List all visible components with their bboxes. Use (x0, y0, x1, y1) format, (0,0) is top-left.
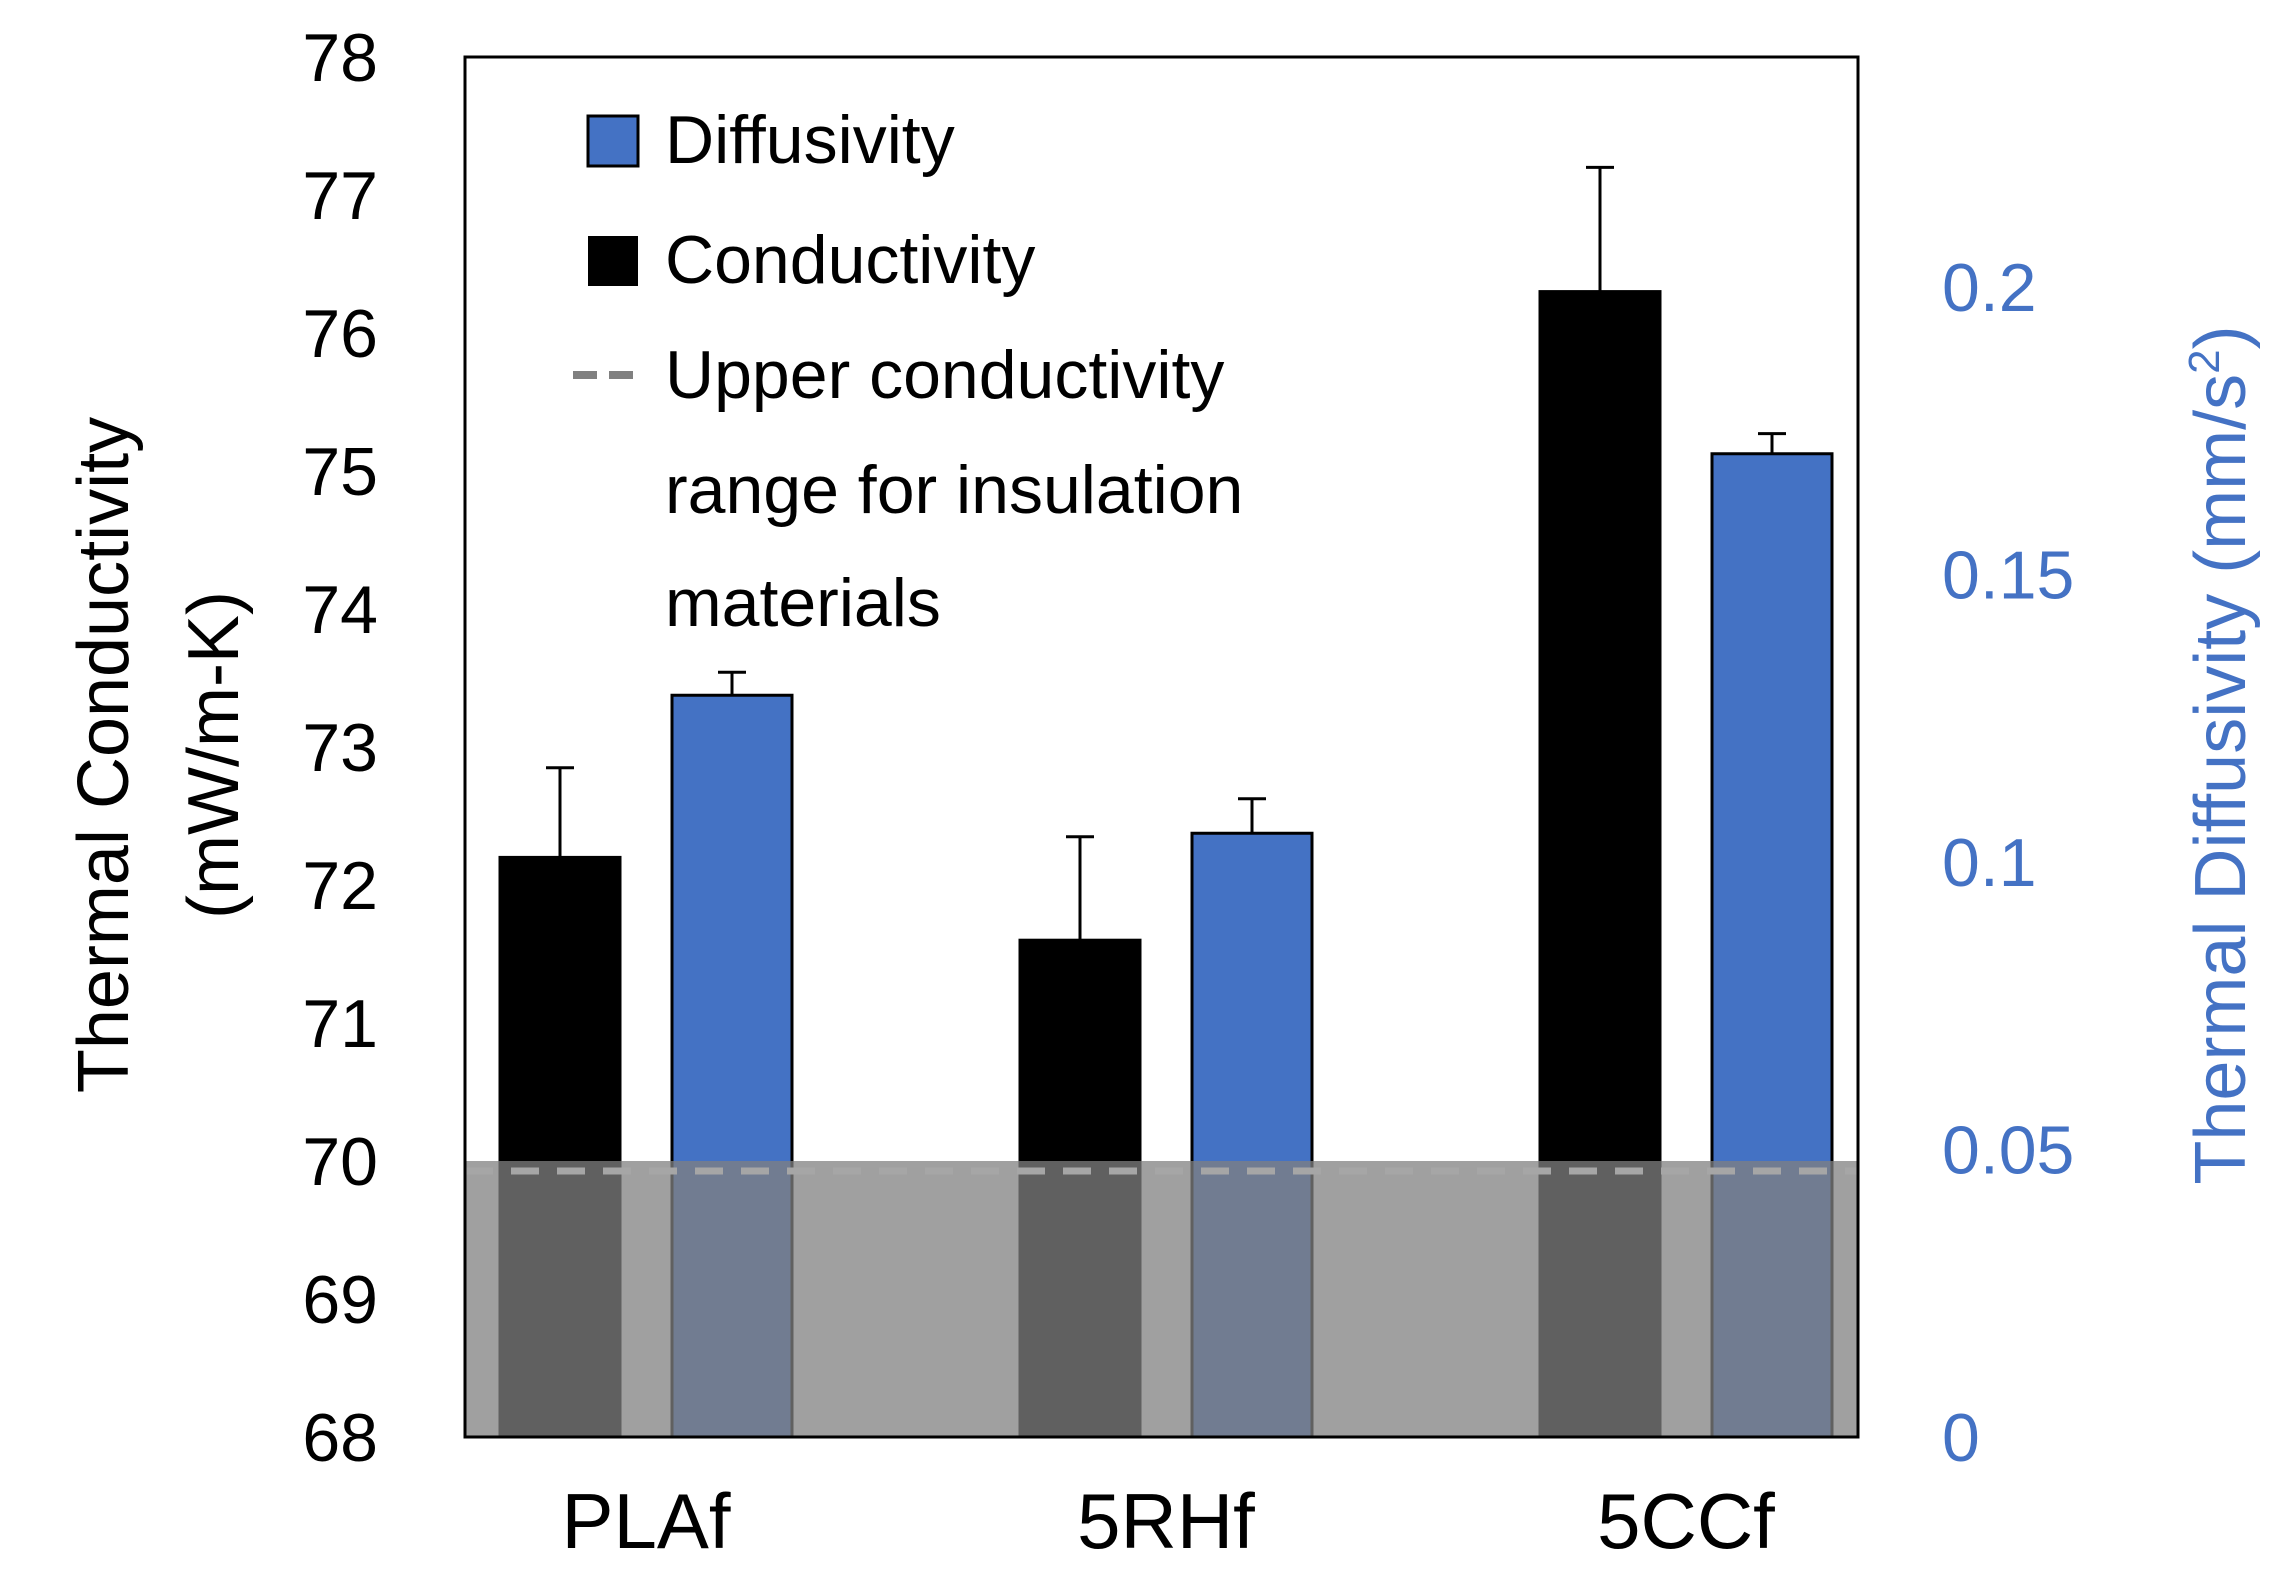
legend-label-diffusivity: Diffusivity (665, 102, 955, 178)
category-label-5rhf: 5RHf (1077, 1477, 1255, 1565)
threshold-band (465, 1161, 1858, 1437)
left-axis-title-line1: Thermal Conductivity (64, 417, 144, 1093)
legend-swatch-diffusivity (586, 114, 640, 168)
left-tick-label: 68 (302, 1400, 378, 1476)
left-tick-label: 74 (302, 572, 378, 648)
legend-label-conductivity: Conductivity (665, 222, 1035, 298)
left-tick-label: 76 (302, 296, 378, 372)
right-tick-label: 0.2 (1942, 250, 2037, 326)
left-axis-title-line2: (mW/m-K) (174, 591, 254, 919)
right-ticks: 0.2 0.15 0.1 0.05 0 (1942, 250, 2074, 1476)
right-axis-title-end: ) (2181, 325, 2261, 349)
legend-label-threshold-line1: Upper conductivity (665, 337, 1224, 413)
left-tick-label: 75 (302, 434, 378, 510)
right-tick-label: 0 (1942, 1400, 1980, 1476)
category-labels: PLAf 5RHf 5CCf (561, 1477, 1775, 1565)
left-tick-label: 70 (302, 1124, 378, 1200)
right-tick-label: 0.1 (1942, 825, 2037, 901)
left-tick-label: 77 (302, 158, 378, 234)
category-label-plaf: PLAf (561, 1477, 730, 1565)
legend-label-threshold-line3: materials (665, 565, 941, 641)
right-tick-label: 0.15 (1942, 538, 2074, 614)
right-axis-title: Thermal Diffusivity (mm/s2) (2180, 325, 2261, 1184)
legend-label-threshold-line2: range for insulation (665, 452, 1243, 528)
left-tick-label: 71 (302, 986, 378, 1062)
left-ticks: 78 77 76 75 74 73 72 71 70 69 68 (302, 20, 378, 1476)
right-axis-title-main: Thermal Diffusivity (mm/s (2181, 374, 2261, 1185)
left-tick-label: 73 (302, 710, 378, 786)
left-tick-label: 78 (302, 20, 378, 96)
legend-swatch-conductivity (588, 236, 638, 286)
right-axis-title-sup: 2 (2180, 349, 2229, 373)
category-label-5ccf: 5CCf (1597, 1477, 1775, 1565)
plot-frame (463, 55, 1860, 1439)
left-tick-label: 69 (302, 1262, 378, 1338)
legend: Diffusivity Conductivity Upper conductiv… (573, 102, 1243, 641)
right-tick-label: 0.05 (1942, 1113, 2074, 1189)
left-tick-label: 72 (302, 848, 378, 924)
